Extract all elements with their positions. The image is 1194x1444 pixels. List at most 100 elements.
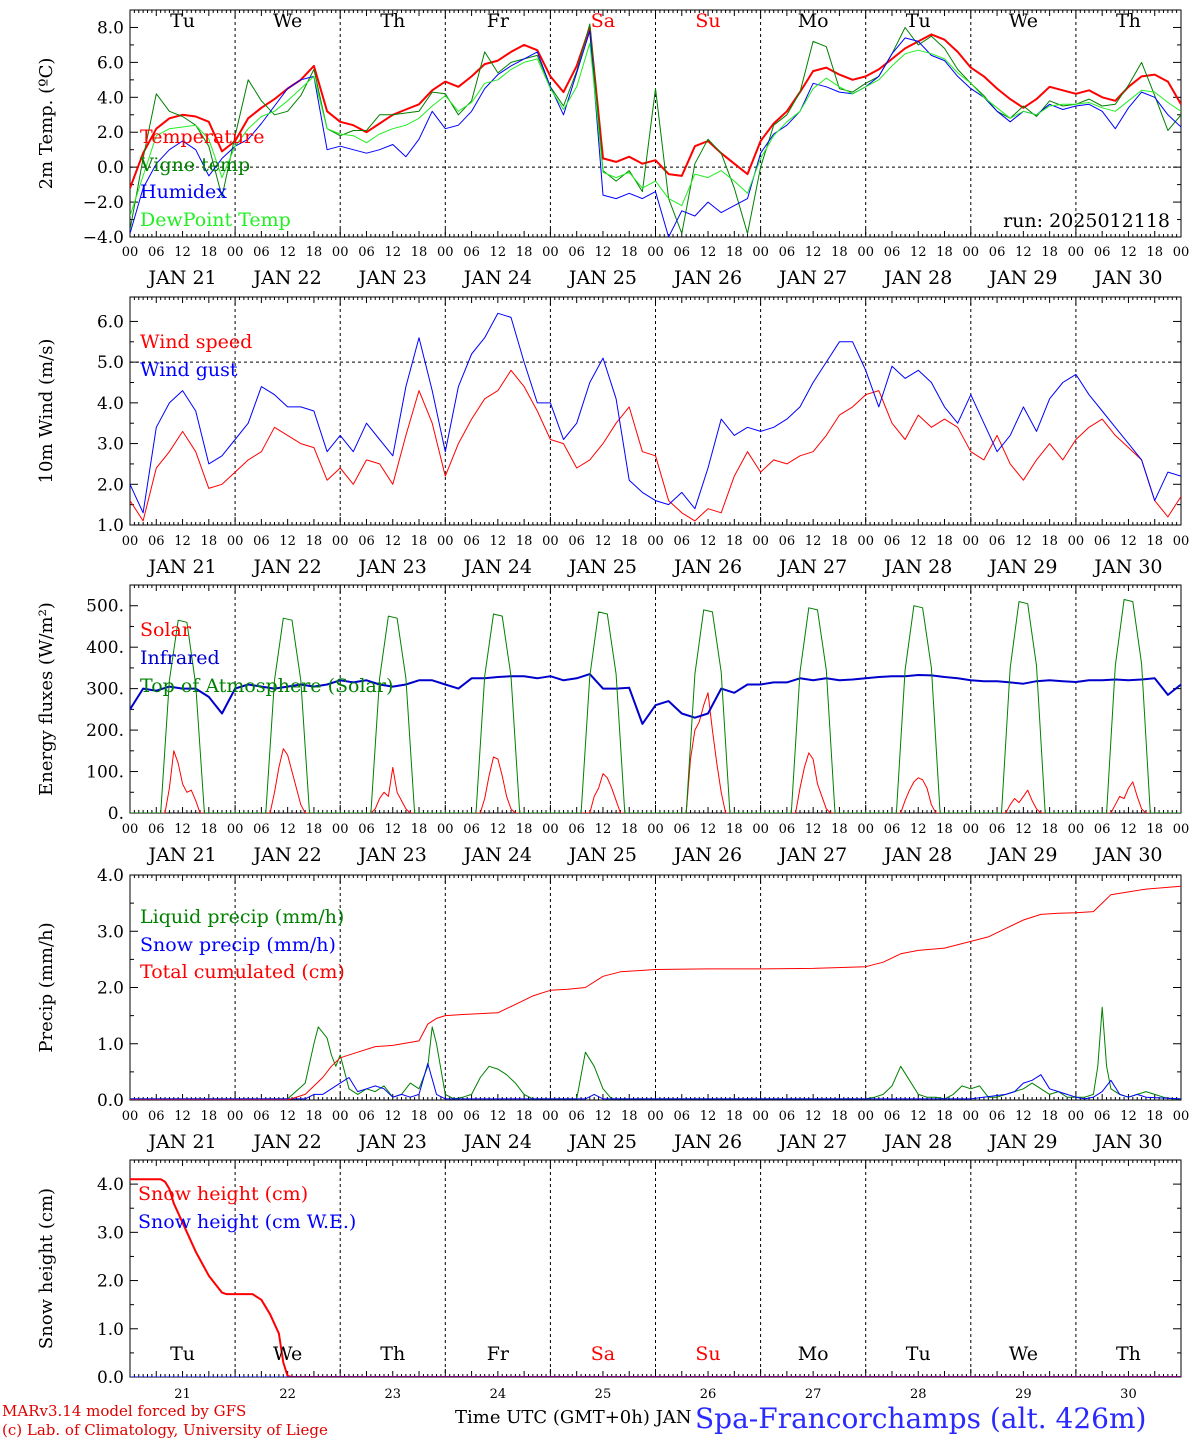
hour-tick-label: 12 xyxy=(279,822,296,837)
y-tick-label: 500. xyxy=(86,597,124,617)
weekday-label: Th xyxy=(380,10,405,32)
hour-tick-label: 00 xyxy=(647,245,664,260)
legend-entry: Wind speed xyxy=(140,331,252,353)
hour-tick-label: 12 xyxy=(490,245,507,260)
weekday-label: Tu xyxy=(906,1343,931,1365)
hour-tick-label: 12 xyxy=(1015,1109,1032,1124)
legend-entry: Snow height (cm) xyxy=(138,1183,308,1205)
date-label: JAN 22 xyxy=(252,267,322,289)
y-tick-label: 400. xyxy=(86,638,124,658)
hour-tick-label: 12 xyxy=(384,1109,401,1124)
day-number-label: 26 xyxy=(700,1387,717,1402)
hour-tick-label: 00 xyxy=(122,245,139,260)
date-label: JAN 27 xyxy=(777,267,847,289)
hour-tick-label: 12 xyxy=(174,822,191,837)
hour-tick-label: 12 xyxy=(279,245,296,260)
day-number-label: 21 xyxy=(174,1387,191,1402)
hour-tick-label: 12 xyxy=(910,822,927,837)
hour-tick-label: 00 xyxy=(122,1109,139,1124)
hour-tick-label: 12 xyxy=(595,822,612,837)
y-tick-label: 3.0 xyxy=(97,435,124,455)
hour-tick-label: 00 xyxy=(332,534,349,549)
chart-panel-1: −4.0 −2.0 0.0 2.0 4.0 6.0 8.0 2m Temp. (ºC) Temp… xyxy=(36,9,1189,289)
date-label: JAN 30 xyxy=(1092,556,1162,578)
hour-tick-label: 18 xyxy=(201,534,218,549)
run-label: run: 2025012118 xyxy=(1003,210,1170,232)
weekday-label: Tu xyxy=(906,10,931,32)
hour-tick-label: 06 xyxy=(148,534,165,549)
hour-tick-label: 18 xyxy=(726,822,743,837)
hour-tick-label: 00 xyxy=(542,245,559,260)
hour-tick-label: 00 xyxy=(437,822,454,837)
date-label: JAN 21 xyxy=(146,556,216,578)
hour-tick-label: 18 xyxy=(306,822,323,837)
hour-tick-label: 18 xyxy=(831,245,848,260)
date-label: JAN 23 xyxy=(357,267,427,289)
hour-tick-label: 00 xyxy=(227,245,244,260)
hour-tick-label: 18 xyxy=(831,822,848,837)
hour-tick-label: 12 xyxy=(700,1109,717,1124)
series-group xyxy=(130,885,1181,1100)
legend-entry: Temperature xyxy=(140,126,264,148)
hour-tick-label: 00 xyxy=(647,534,664,549)
hour-tick-label: 18 xyxy=(936,534,953,549)
date-label: JAN 30 xyxy=(1092,1131,1162,1153)
y-tick-label: 2.0 xyxy=(97,123,124,143)
series-line-1 xyxy=(130,692,1181,813)
weekday-label: Th xyxy=(1116,1343,1141,1365)
weekday-label: Sa xyxy=(591,10,615,32)
series-line-4 xyxy=(130,42,1181,217)
day-number-label: 30 xyxy=(1120,1387,1137,1402)
hour-tick-label: 00 xyxy=(437,1109,454,1124)
day-number-label: 23 xyxy=(384,1387,401,1402)
series-line-2 xyxy=(130,673,1181,725)
day-number-label: 22 xyxy=(279,1387,296,1402)
series-group xyxy=(130,23,1181,237)
y-tick-label: 0.0 xyxy=(97,1091,124,1111)
hour-tick-label: 00 xyxy=(1068,822,1085,837)
hour-tick-label: 00 xyxy=(1068,1109,1085,1124)
hour-tick-label: 06 xyxy=(568,534,585,549)
hour-tick-label: 06 xyxy=(674,534,691,549)
series-group xyxy=(130,1178,1181,1377)
hour-tick-label: 12 xyxy=(1120,245,1137,260)
y-tick-label: −4.0 xyxy=(83,228,124,248)
hour-tick-label: 18 xyxy=(306,245,323,260)
hour-tick-label: 18 xyxy=(621,534,638,549)
hour-tick-label: 06 xyxy=(253,245,270,260)
date-label: JAN 26 xyxy=(672,1131,742,1153)
hour-tick-label: 06 xyxy=(568,245,585,260)
hour-tick-label: 06 xyxy=(358,245,375,260)
hour-tick-label: 18 xyxy=(1146,1109,1163,1124)
y-tick-label: 1.0 xyxy=(97,516,124,536)
hour-tick-label: 06 xyxy=(674,245,691,260)
y-tick-label: −2.0 xyxy=(83,193,124,213)
date-label: JAN 29 xyxy=(987,556,1057,578)
date-label: JAN 24 xyxy=(462,1131,532,1153)
hour-tick-label: 12 xyxy=(805,1109,822,1124)
hour-tick-label: 00 xyxy=(437,534,454,549)
legend-entry: Total cumulated (cm) xyxy=(140,961,345,983)
series-line-3 xyxy=(130,599,1181,813)
date-label: JAN 23 xyxy=(357,556,427,578)
hour-tick-label: 18 xyxy=(516,1109,533,1124)
hour-tick-label: 00 xyxy=(857,534,874,549)
hour-tick-label: 18 xyxy=(201,1109,218,1124)
hour-tick-label: 18 xyxy=(1041,822,1058,837)
hour-tick-label: 00 xyxy=(437,245,454,260)
hour-tick-label: 18 xyxy=(621,1109,638,1124)
hour-tick-label: 00 xyxy=(332,1109,349,1124)
day-number-label: 29 xyxy=(1015,1387,1032,1402)
weekday-label: Tu xyxy=(170,10,195,32)
date-label: JAN 24 xyxy=(462,556,532,578)
legend-entry: Wind gust xyxy=(140,359,238,381)
hour-tick-label: 00 xyxy=(752,822,769,837)
x-axis-label: Time UTC (GMT+0h) JAN xyxy=(455,1407,692,1428)
legend-entry: Liquid precip (mm/h) xyxy=(140,906,344,928)
y-axis-label: 10m Wind (m/s) xyxy=(36,339,57,484)
y-tick-label: 8.0 xyxy=(97,18,124,38)
legend-entry: Humidex xyxy=(140,181,227,203)
hour-tick-label: 06 xyxy=(674,822,691,837)
y-tick-label: 1.0 xyxy=(97,1320,124,1340)
